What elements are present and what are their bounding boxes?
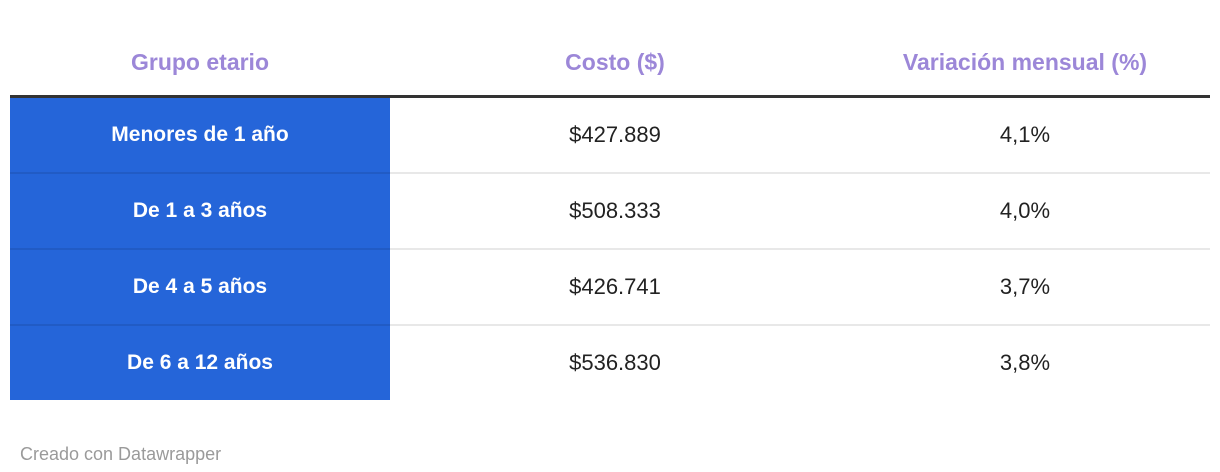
variation-value: 4,1% bbox=[999, 122, 1051, 147]
column-header-variacion-mensual: Variación mensual (%) bbox=[840, 30, 1210, 98]
table-row: Menores de 1 año $427.889 4,1% bbox=[10, 98, 1210, 172]
header-row: Grupo etario Costo ($) Variación mensual… bbox=[10, 30, 1210, 98]
variation-value: 3,8% bbox=[840, 324, 1210, 400]
table-row: De 1 a 3 años $508.333 4,0% bbox=[10, 172, 1210, 248]
variation-value: 4,0% bbox=[840, 172, 1210, 248]
column-header-grupo-etario: Grupo etario bbox=[10, 30, 390, 98]
table-row: De 4 a 5 años $426.741 3,7% bbox=[10, 248, 1210, 324]
data-table: Grupo etario Costo ($) Variación mensual… bbox=[10, 30, 1210, 400]
row-label-de-4-a-5-anos: De 4 a 5 años bbox=[10, 248, 390, 324]
cost-value: $536.830 bbox=[390, 324, 840, 400]
column-header-costo: Costo ($) bbox=[390, 30, 840, 98]
cost-value: $427.889 bbox=[569, 122, 661, 147]
datawrapper-credit-link[interactable]: Creado con Datawrapper bbox=[20, 444, 222, 464]
row-label-de-6-a-12-anos: De 6 a 12 años bbox=[10, 324, 390, 400]
cost-value: $426.741 bbox=[390, 248, 840, 324]
row-label-menores-1-ano: Menores de 1 año bbox=[10, 98, 390, 172]
cost-value: $508.333 bbox=[390, 172, 840, 248]
row-label-de-1-a-3-anos: De 1 a 3 años bbox=[10, 172, 390, 248]
table-row: De 6 a 12 años $536.830 3,8% bbox=[10, 324, 1210, 400]
variation-value: 3,7% bbox=[840, 248, 1210, 324]
